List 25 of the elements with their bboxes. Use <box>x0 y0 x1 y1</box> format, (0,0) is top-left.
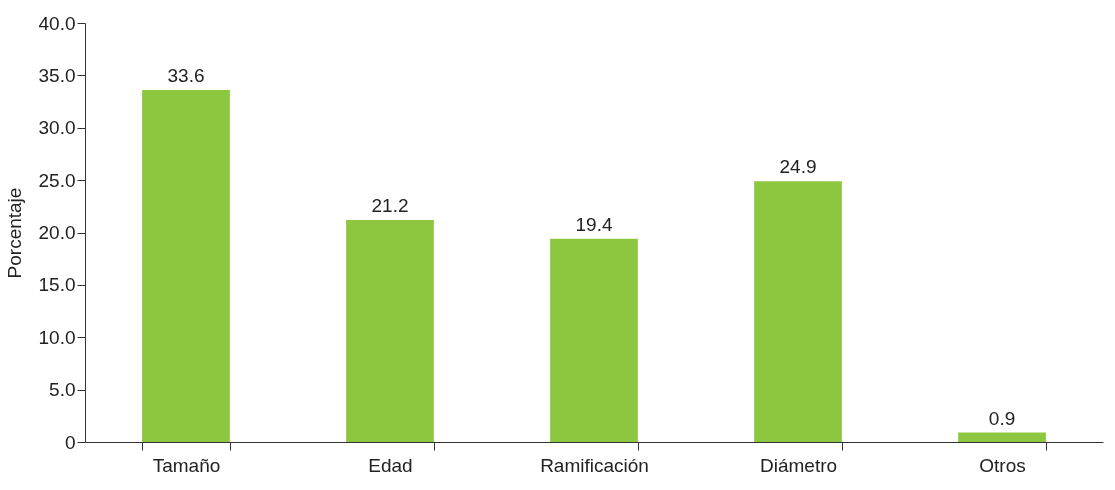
y-tick-label: 25.0 <box>38 169 76 191</box>
y-tick-label: 30.0 <box>38 117 76 139</box>
y-tick-label: 10.0 <box>38 326 76 348</box>
y-axis-title: Porcentaje <box>3 187 25 279</box>
y-tick-label: 15.0 <box>38 274 76 296</box>
data-label: 33.6 <box>167 65 205 87</box>
data-label: 0.9 <box>988 407 1016 429</box>
data-label: 24.9 <box>779 156 817 178</box>
bar <box>958 432 1046 442</box>
x-tick-label: Ramificación <box>540 454 649 476</box>
data-label: 21.2 <box>371 194 409 216</box>
bar <box>346 219 434 442</box>
bar <box>754 181 842 442</box>
x-tick-label: Diámetro <box>759 454 838 476</box>
bar <box>142 90 230 442</box>
x-tick-label: Otros <box>979 454 1026 476</box>
data-label: 19.4 <box>575 213 613 235</box>
y-tick-label: 5.0 <box>49 379 76 401</box>
bar <box>550 238 638 442</box>
x-tick-label: Tamaño <box>152 454 221 476</box>
y-tick-label: 35.0 <box>38 64 76 86</box>
y-tick-label: 40.0 <box>38 12 76 34</box>
y-tick-label: 0 <box>64 431 76 453</box>
x-tick-label: Edad <box>368 454 413 476</box>
y-tick-label: 20.0 <box>38 222 76 243</box>
